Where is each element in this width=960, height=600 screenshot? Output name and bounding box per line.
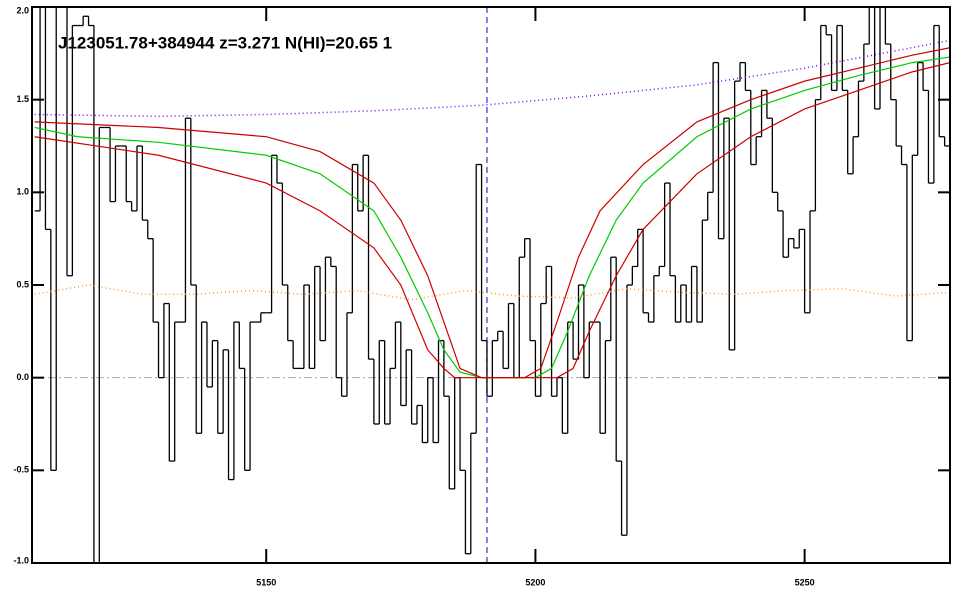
plot-area: [32, 7, 950, 563]
x-tick-label: 5200: [525, 577, 545, 587]
y-tick-label: -1.0: [13, 555, 29, 565]
y-tick-label: -0.5: [13, 465, 29, 475]
dotted-curve: [34, 284, 950, 301]
frame: [31, 6, 951, 564]
y-tick-label: 0.5: [16, 279, 29, 289]
y-tick-label: 2.0: [16, 5, 29, 15]
chart-title: J123051.78+384944 z=3.271 N(HI)=20.65 1: [58, 33, 392, 52]
fit-curve: [34, 56, 950, 379]
flux-risers: [39, 7, 946, 563]
y-tick-label: 0.0: [16, 372, 29, 382]
y-tick-label: 1.0: [16, 187, 29, 197]
dotted-curve: [34, 39, 950, 118]
y-tick-label: 1.5: [16, 94, 29, 104]
x-tick-label: 5250: [795, 577, 815, 587]
x-tick-label: 5150: [256, 577, 276, 587]
fit-curve: [34, 62, 950, 379]
fit-curve: [34, 47, 950, 379]
